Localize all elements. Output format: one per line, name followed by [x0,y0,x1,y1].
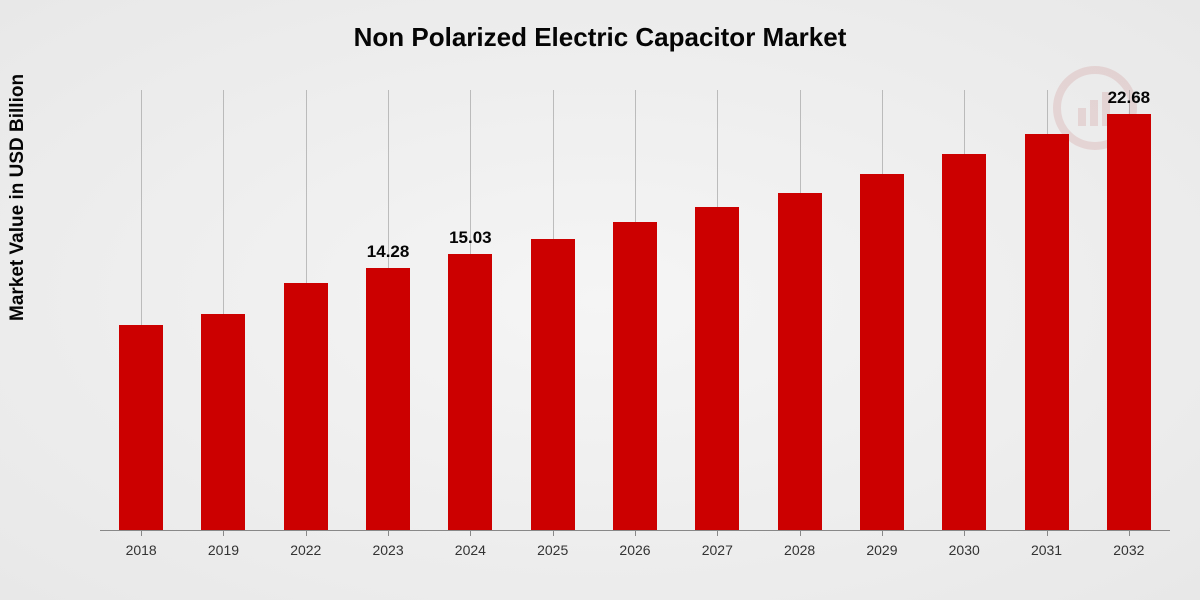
bar [284,283,328,531]
chart-title: Non Polarized Electric Capacitor Market [0,0,1200,53]
bar [119,325,163,530]
chart-plot-area: 14.28 15.03 22.68 [100,90,1170,530]
x-axis-label: 2022 [290,542,321,558]
y-axis-label: Market Value in USD Billion [7,74,29,321]
bar [1107,114,1151,530]
x-tick [800,530,801,536]
x-tick [882,530,883,536]
x-axis-label: 2031 [1031,542,1062,558]
x-axis-label: 2027 [702,542,733,558]
x-axis-label: 2028 [784,542,815,558]
x-tick [306,530,307,536]
bar [201,314,245,530]
x-axis-label: 2024 [455,542,486,558]
x-axis-label: 2019 [208,542,239,558]
bar [531,239,575,531]
x-axis-label: 2026 [619,542,650,558]
x-axis-label: 2029 [866,542,897,558]
bar-value-label: 22.68 [1104,88,1154,108]
x-axis-label: 2032 [1113,542,1144,558]
x-tick [717,530,718,536]
x-tick [1047,530,1048,536]
bar [366,268,410,530]
x-tick [388,530,389,536]
x-tick [223,530,224,536]
bar-value-label: 14.28 [363,242,413,262]
x-axis-label: 2030 [949,542,980,558]
x-tick [1129,530,1130,536]
bar [613,222,657,530]
x-tick [964,530,965,536]
x-axis-label: 2025 [537,542,568,558]
bar [942,154,986,530]
bar-value-label: 15.03 [445,228,495,248]
x-axis-label: 2023 [372,542,403,558]
x-tick [141,530,142,536]
bar [1025,134,1069,530]
x-axis-label: 2018 [126,542,157,558]
x-tick [470,530,471,536]
bar [860,174,904,530]
x-tick [635,530,636,536]
bar [695,207,739,530]
bar [448,254,492,530]
bar [778,193,822,530]
x-tick [553,530,554,536]
